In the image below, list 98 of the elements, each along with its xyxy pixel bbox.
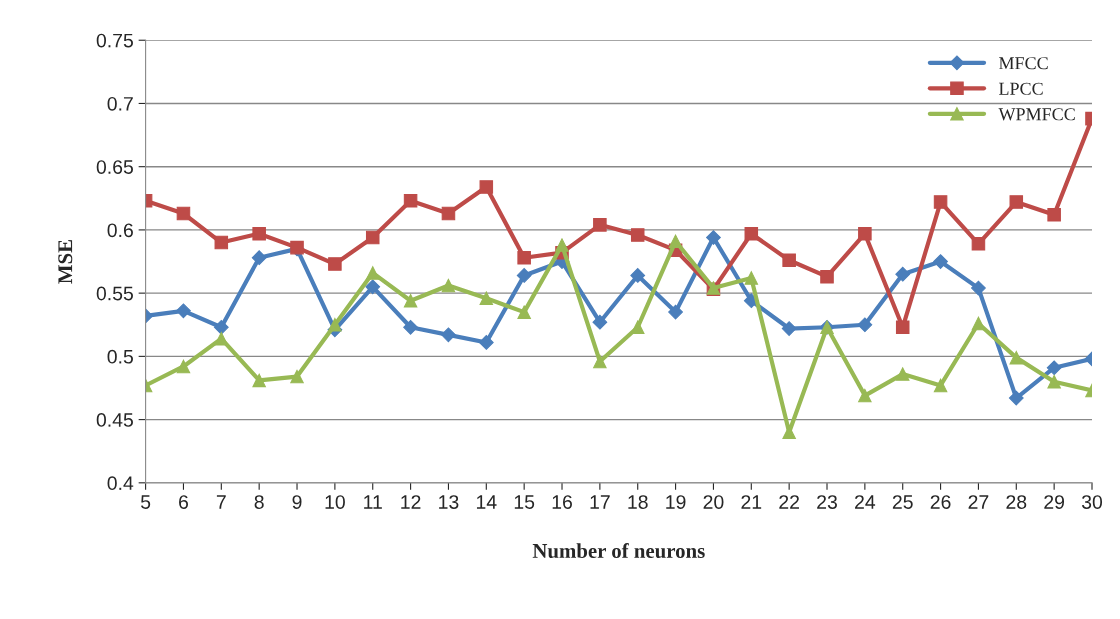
point [744, 226, 759, 241]
legend-label: WPMFCC [998, 108, 1075, 121]
x-tick-label: 11 [364, 495, 382, 509]
point [668, 234, 683, 249]
x-tick-label: 30 [1081, 495, 1103, 509]
point [441, 278, 456, 293]
point [1047, 207, 1061, 222]
point [971, 280, 986, 296]
point [555, 238, 569, 252]
x-tick-label: 23 [817, 495, 837, 509]
y-tick-label: 0.5 [107, 349, 133, 364]
point [441, 327, 456, 343]
point [516, 268, 532, 283]
point [933, 195, 948, 209]
legend-label: MFCC [999, 57, 1048, 70]
point [290, 369, 304, 384]
point [706, 230, 721, 245]
point [593, 354, 607, 369]
x-tick-label: 7 [216, 495, 226, 509]
point [403, 293, 418, 308]
point [176, 303, 191, 319]
point [668, 304, 683, 320]
x-tick-label: 25 [892, 495, 913, 509]
x-tick-label: 6 [179, 495, 189, 509]
point [252, 226, 266, 241]
point [251, 250, 267, 266]
point [1009, 350, 1024, 365]
point [252, 373, 266, 388]
point [176, 206, 191, 221]
point [895, 266, 911, 282]
x-tick-label: 9 [292, 495, 302, 509]
point [213, 319, 229, 335]
x-tick-label: 22 [779, 495, 799, 509]
point [479, 291, 494, 305]
x-tick-label: 5 [140, 495, 151, 509]
x-tick-label: 24 [855, 495, 876, 509]
point [895, 367, 910, 381]
x-tick-label: 19 [666, 495, 686, 509]
point [517, 250, 531, 265]
point [933, 378, 948, 393]
point [1008, 390, 1024, 406]
point [365, 279, 381, 295]
point [328, 257, 342, 271]
point [630, 268, 646, 283]
x-tick-label: 28 [1006, 495, 1027, 509]
point [214, 235, 229, 250]
point [782, 253, 796, 268]
point [1046, 360, 1062, 376]
x-axis-title: Number of neurons [532, 543, 705, 559]
point [478, 335, 494, 350]
point [176, 359, 191, 374]
point [858, 388, 872, 403]
point [781, 321, 797, 336]
point [441, 206, 456, 221]
y-tick-label: 0.7 [107, 96, 133, 111]
point [517, 305, 531, 319]
point [858, 226, 872, 241]
point [1009, 195, 1024, 209]
legend-label: LPCC [999, 82, 1043, 95]
x-tick-label: 12 [401, 495, 421, 509]
y-tick-label: 0.55 [96, 286, 133, 301]
point [1047, 374, 1061, 389]
y-tick-label: 0.75 [96, 33, 133, 48]
x-tick-label: 13 [439, 495, 459, 509]
x-tick-label: 10 [325, 495, 345, 509]
x-tick-label: 18 [628, 495, 648, 509]
point [365, 266, 380, 280]
point [971, 237, 986, 251]
point [857, 317, 873, 333]
point [328, 317, 342, 332]
point [744, 271, 759, 285]
point [365, 230, 380, 245]
point [630, 228, 645, 242]
point [895, 320, 910, 335]
x-tick-label: 16 [552, 495, 572, 509]
x-tick-label: 27 [968, 495, 989, 509]
y-tick-label: 0.65 [96, 160, 133, 174]
x-tick-label: 15 [514, 495, 535, 509]
y-tick-label: 0.4 [107, 476, 134, 491]
x-tick-label: 20 [703, 495, 724, 509]
y-axis-title: MSE [58, 240, 73, 284]
point [479, 180, 494, 194]
point [933, 254, 948, 269]
x-tick-label: 21 [741, 495, 762, 509]
x-tick-label: 8 [254, 495, 264, 509]
y-tick-label: 0.6 [107, 223, 133, 238]
point [820, 269, 834, 284]
point [403, 194, 418, 208]
y-tick-label: 0.45 [96, 413, 133, 427]
x-tick-label: 29 [1044, 495, 1065, 509]
x-tick-label: 17 [590, 495, 610, 509]
point [592, 314, 608, 330]
x-tick-label: 26 [930, 495, 951, 509]
point [593, 218, 607, 232]
x-tick-label: 14 [476, 495, 497, 509]
point [214, 331, 229, 346]
point [971, 316, 986, 331]
point [403, 319, 418, 335]
